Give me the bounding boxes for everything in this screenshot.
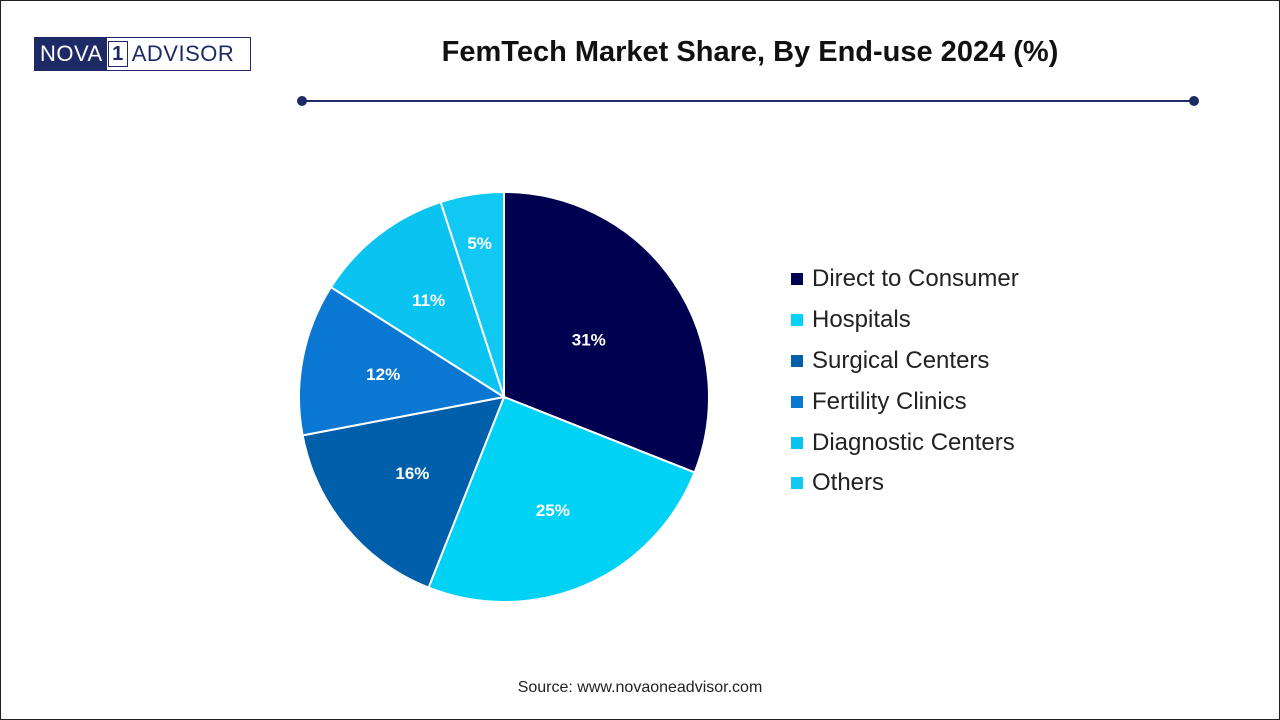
slice-value-label: 5% [467, 234, 492, 253]
legend-swatch [791, 436, 803, 449]
legend-label: Diagnostic Centers [812, 428, 1015, 456]
slice-value-label: 11% [412, 291, 445, 310]
pie-slice-surgical-centers [301, 395, 506, 589]
chart-legend: Direct to Consumer Hospitals Surgical Cent… [791, 259, 1019, 504]
legend-label: Others [812, 469, 885, 497]
legend-label: Hospitals [812, 306, 911, 334]
slice-value-label: 16% [395, 464, 429, 483]
chart-title: FemTech Market Share, By End-use 2024 (%… [441, 36, 1059, 68]
legend-item: Diagnostic Centers [791, 422, 1019, 463]
legend-label: Fertility Clinics [812, 387, 967, 415]
legend-swatch [791, 477, 803, 490]
legend-swatch [791, 354, 803, 367]
legend-label: Surgical Centers [812, 346, 990, 374]
pie-slice-diagnostic-centers [329, 200, 506, 400]
logo-text-left: NOVA [35, 38, 107, 70]
pie-slice-direct-to-consumer [503, 190, 710, 474]
pie-slice-hospitals [427, 395, 696, 603]
slice-value-label: 31% [572, 330, 606, 349]
slice-value-label: 25% [536, 501, 570, 520]
source-note: Source: www.novaoneadvisor.com [517, 679, 763, 696]
legend-swatch [791, 314, 803, 327]
legend-item: Hospitals [791, 300, 1019, 341]
legend-item: Surgical Centers [791, 341, 1019, 382]
slice-value-label: 12% [366, 365, 400, 384]
pie-slice-others [439, 190, 505, 398]
title-underline [302, 100, 1194, 102]
underline-dot-left [297, 96, 307, 106]
logo-text-right: ADVISOR [128, 38, 240, 70]
legend-item: Direct to Consumer [791, 259, 1019, 300]
legend-item: Fertility Clinics [791, 381, 1019, 422]
underline-dot-right [1189, 96, 1199, 106]
pie-slice-fertility-clinics [298, 285, 507, 437]
legend-swatch [791, 273, 803, 286]
brand-logo: NOVA 1 ADVISOR [34, 37, 251, 71]
legend-swatch [791, 395, 803, 408]
legend-item: Others [791, 463, 1019, 504]
legend-label: Direct to Consumer [812, 265, 1019, 293]
logo-digit: 1 [107, 41, 128, 67]
